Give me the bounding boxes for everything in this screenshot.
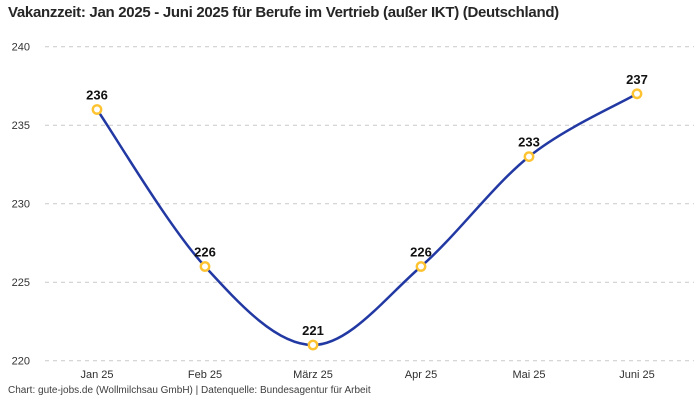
chart-title: Vakanzzeit: Jan 2025 - Juni 2025 für Ber… <box>8 4 559 21</box>
data-point-label-März 25: 221 <box>302 323 324 338</box>
data-point-label-Mai 25: 233 <box>518 135 540 150</box>
y-axis-tick-220: 220 <box>12 356 30 368</box>
data-point-label-Feb 25: 226 <box>194 245 216 260</box>
data-series-line <box>95 92 639 347</box>
data-point-marker-März 25 <box>307 339 319 351</box>
data-point-marker-Jan 25 <box>91 104 103 115</box>
x-axis-tick-6: Juni 25 <box>619 369 654 381</box>
data-point-marker-Mai 25 <box>523 151 535 163</box>
data-point-label-Apr 25: 226 <box>410 245 432 260</box>
x-axis-tick-3: März 25 <box>293 369 333 381</box>
data-point-marker-Feb 25 <box>199 261 211 272</box>
y-axis-tick-230: 230 <box>12 199 30 211</box>
data-point-marker-Juni 25 <box>631 88 643 100</box>
data-point-label-Juni 25: 237 <box>626 72 648 87</box>
x-axis-tick-4: Apr 25 <box>405 369 437 381</box>
x-axis-tick-1: Jan 25 <box>80 369 113 381</box>
y-axis-tick-235: 235 <box>12 120 30 132</box>
y-axis-tick-240: 240 <box>12 42 30 54</box>
y-axis-tick-225: 225 <box>12 277 30 289</box>
x-axis-tick-2: Feb 25 <box>188 369 222 381</box>
x-axis-tick-5: Mai 25 <box>512 369 545 381</box>
data-point-label-Jan 25: 236 <box>86 88 108 103</box>
chart-attribution: Chart: gute-jobs.de (Wollmilchsau GmbH) … <box>8 385 371 396</box>
data-point-marker-Apr 25 <box>415 261 427 272</box>
